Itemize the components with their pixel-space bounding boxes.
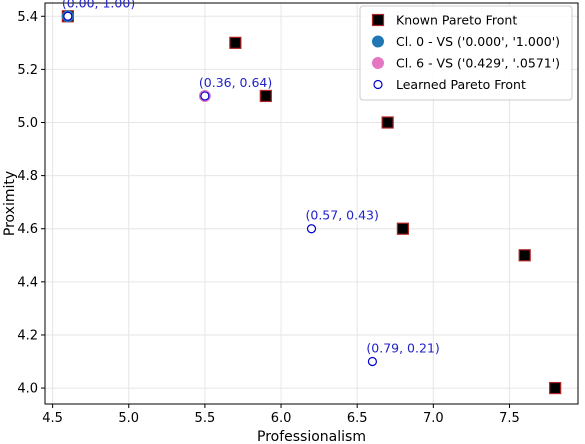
point-annotation: (0.57, 0.43)	[306, 208, 379, 223]
learned-pareto-point	[367, 356, 378, 367]
x-tick-label: 5.0	[118, 411, 139, 426]
axis-ticks: 4.5 5.0 5.5 6.0 6.5 7.0 7.5 4.0 4.2 4.4 4.6 4.8 5.0 5…	[17, 10, 520, 426]
legend-marker-learned	[373, 79, 383, 90]
point-annotation: (0.00, 1.00)	[62, 0, 135, 10]
x-tick-label: 6.0	[271, 411, 292, 426]
legend-marker-known	[371, 13, 385, 27]
legend-marker-cl6	[372, 57, 384, 69]
y-tick-label: 4.6	[17, 222, 38, 237]
y-tick-label: 4.8	[17, 169, 38, 184]
x-tick-label: 5.5	[195, 411, 216, 426]
x-tick-label: 4.5	[42, 411, 63, 426]
x-tick-label: 7.5	[499, 411, 520, 426]
y-tick-label: 4.2	[17, 328, 38, 343]
y-tick-label: 5.2	[17, 63, 38, 78]
y-tick-label: 4.0	[17, 382, 38, 397]
point-annotation: (0.36, 0.64)	[199, 75, 272, 90]
point-annotations: (0.00, 1.00) (0.36, 0.64) (0.57, 0.43) (0.7…	[62, 0, 440, 356]
y-tick-label: 5.4	[17, 10, 38, 25]
y-tick-label: 4.4	[17, 275, 38, 290]
legend-marker-cl0	[372, 35, 384, 48]
learned-pareto-point	[306, 224, 317, 234]
learned-pareto-point	[200, 91, 210, 101]
known-pareto-point	[396, 222, 409, 235]
learned-pareto-point	[63, 11, 73, 21]
point-annotation: (0.79, 0.21)	[366, 341, 439, 356]
legend-label: Cl. 6 - VS ('0.429', '.0571')	[396, 56, 560, 71]
known-pareto-point	[381, 116, 394, 129]
data-points	[61, 10, 562, 395]
known-pareto-point	[518, 249, 531, 262]
y-tick-label: 5.0	[17, 116, 38, 131]
y-axis-label: Proximity	[2, 171, 18, 236]
legend-box	[359, 5, 573, 101]
legend: Known Pareto Front Cl. 0 - VS ('0.000', '…	[359, 5, 573, 101]
legend-label: Cl. 0 - VS ('0.000', '1.000')	[396, 34, 560, 49]
legend-label: Known Pareto Front	[396, 13, 517, 28]
plot-frame	[44, 2, 579, 405]
known-pareto-point	[549, 381, 562, 395]
x-axis-label: Professionalism	[257, 429, 366, 444]
x-tick-label: 6.5	[347, 411, 368, 426]
legend-label: Learned Pareto Front	[396, 77, 526, 92]
x-tick-label: 7.0	[423, 411, 444, 426]
known-pareto-point	[259, 89, 272, 103]
known-pareto-point	[229, 36, 242, 49]
